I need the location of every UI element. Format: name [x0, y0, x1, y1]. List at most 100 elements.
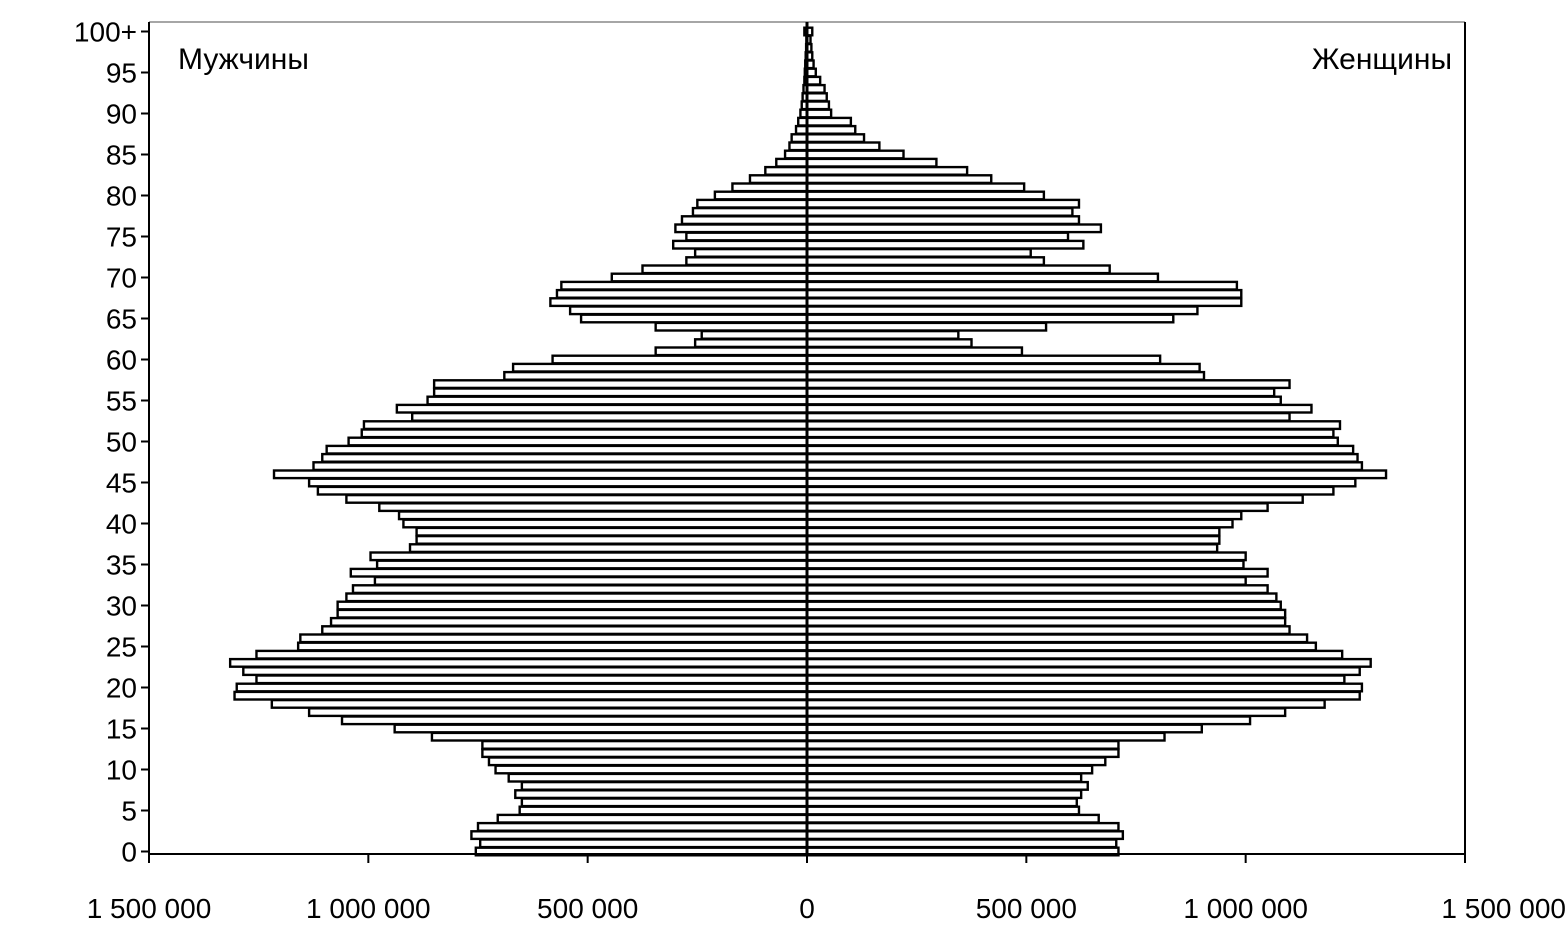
bar-male-age-79	[696, 198, 809, 209]
bar-female-age-44	[805, 485, 1335, 496]
bar-female-age-61	[805, 346, 1024, 357]
bar-male-age-45	[307, 477, 809, 488]
bar-male-age-76	[674, 223, 809, 234]
y-tick-label: 20	[106, 673, 137, 704]
right-series-label: Женщины	[1312, 43, 1452, 76]
bar-male-age-14	[430, 731, 809, 742]
bar-female-age-51	[805, 428, 1335, 439]
bar-female-age-92	[805, 92, 828, 103]
bar-male-age-65	[579, 313, 809, 324]
x-tick-label: 1 000 000	[1183, 893, 1308, 924]
bar-female-age-43	[805, 493, 1304, 504]
bar-male-age-26	[299, 633, 809, 644]
y-tick-label: 30	[106, 591, 137, 622]
y-tick-label: 25	[106, 632, 137, 663]
y-tick-label: 45	[106, 468, 137, 499]
bar-male-age-51	[360, 428, 809, 439]
bar-male-age-25	[296, 641, 809, 652]
bar-female-age-24	[805, 649, 1344, 660]
bar-male-age-41	[397, 510, 809, 521]
bar-male-age-70	[610, 272, 809, 283]
bar-female-age-40	[805, 518, 1234, 529]
bar-male-age-59	[511, 362, 809, 373]
bar-female-age-10	[805, 764, 1094, 775]
bar-female-age-71	[805, 264, 1111, 275]
bar-female-age-2	[805, 830, 1125, 841]
bar-male-age-43	[345, 493, 809, 504]
bar-female-age-36	[805, 551, 1247, 562]
bars-group	[228, 26, 1388, 857]
bar-male-age-58	[503, 370, 809, 381]
y-tick-label: 0	[121, 837, 137, 868]
bar-female-age-7	[805, 789, 1083, 800]
bar-female-age-6	[805, 797, 1078, 808]
bar-female-age-18	[805, 698, 1326, 709]
bar-female-age-78	[805, 206, 1074, 217]
bar-male-age-44	[316, 485, 809, 496]
bar-male-age-84	[775, 157, 809, 168]
bar-female-age-8	[805, 780, 1089, 791]
bar-male-age-11	[487, 756, 809, 767]
bar-female-age-91	[805, 100, 831, 111]
bar-female-age-67	[805, 297, 1243, 308]
bar-female-age-59	[805, 362, 1201, 373]
bar-female-age-86	[805, 141, 881, 152]
y-axis-ticks: 0 5 10 15 20 25 30 35 40 45 50 55 60 65 70 75 80 85 90 95 10…	[74, 17, 149, 868]
bar-male-age-47	[312, 461, 809, 472]
bar-female-age-45	[805, 477, 1357, 488]
x-tick-label: 500 000	[976, 893, 1077, 924]
bar-male-age-83	[764, 165, 809, 176]
bar-male-age-56	[432, 387, 809, 398]
bar-female-age-66	[805, 305, 1199, 316]
bar-female-age-19	[805, 690, 1361, 701]
bar-male-age-10	[494, 764, 809, 775]
bar-male-age-38	[415, 534, 809, 545]
bar-male-age-48	[321, 452, 809, 463]
x-tick-label: 1 000 000	[306, 893, 431, 924]
bar-male-age-33	[373, 575, 809, 586]
bar-male-age-31	[345, 592, 809, 603]
bar-female-age-35	[805, 559, 1245, 570]
bar-female-age-25	[805, 641, 1318, 652]
bar-female-age-72	[805, 256, 1046, 267]
bar-female-age-54	[805, 403, 1313, 414]
bar-female-age-47	[805, 461, 1364, 472]
bar-female-age-74	[805, 239, 1085, 250]
bar-female-age-26	[805, 633, 1309, 644]
bar-male-age-87	[790, 133, 809, 144]
bar-male-age-5	[518, 805, 809, 816]
bar-male-age-24	[255, 649, 809, 660]
bar-female-age-49	[805, 444, 1355, 455]
bar-female-age-80	[805, 190, 1046, 201]
bar-male-age-2	[470, 830, 809, 841]
bar-male-age-12	[481, 748, 809, 759]
bar-male-age-74	[672, 239, 809, 250]
bar-male-age-81	[731, 182, 809, 193]
bar-female-age-89	[805, 116, 853, 127]
bar-male-age-6	[520, 797, 809, 808]
bar-female-age-76	[805, 223, 1103, 234]
x-tick-label: 0	[799, 893, 815, 924]
bar-male-age-27	[321, 625, 809, 636]
y-tick-label: 40	[106, 509, 137, 540]
bar-male-age-4	[496, 813, 809, 824]
bar-female-age-55	[805, 395, 1282, 406]
bar-female-age-9	[805, 772, 1083, 783]
bar-male-age-3	[476, 821, 809, 832]
bar-male-age-29	[336, 608, 809, 619]
bar-male-age-16	[340, 715, 809, 726]
bar-female-age-16	[805, 715, 1252, 726]
bar-female-age-62	[805, 338, 973, 349]
bar-male-age-32	[351, 584, 809, 595]
left-series-label: Мужчины	[178, 43, 309, 76]
bar-male-age-57	[432, 379, 809, 390]
y-tick-label: 55	[106, 386, 137, 417]
bar-female-age-58	[805, 370, 1206, 381]
bar-male-age-80	[713, 190, 809, 201]
bar-male-age-7	[514, 789, 809, 800]
bar-male-age-1	[478, 838, 809, 849]
bar-male-age-34	[349, 567, 809, 578]
bar-female-age-17	[805, 707, 1287, 718]
bar-female-age-21	[805, 674, 1346, 685]
